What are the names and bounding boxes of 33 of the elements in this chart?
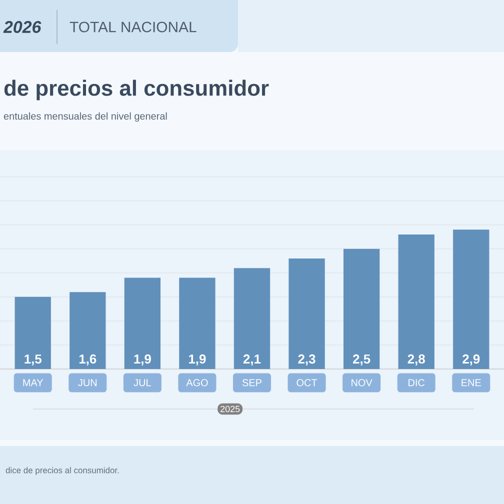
- x-tick-label: AGO: [186, 379, 208, 386]
- bar: [453, 230, 490, 370]
- bar: [343, 248, 380, 370]
- x-tick-label: ENE: [462, 379, 481, 386]
- text: dice de precios al consumidor.: [6, 467, 119, 475]
- data-label: 2,3: [298, 354, 316, 366]
- data-label: 2,9: [462, 354, 480, 366]
- data-label: 1,5: [24, 354, 42, 366]
- bar: [288, 258, 325, 370]
- text: 2025: [220, 406, 240, 412]
- x-tick-label: MAY: [23, 379, 44, 386]
- x-tick-label: SEP: [242, 379, 262, 386]
- data-label: 2,1: [243, 354, 261, 366]
- bar: [398, 234, 434, 370]
- bar: [14, 296, 51, 370]
- x-tick-label: OCT: [296, 379, 318, 386]
- data-label: 2,5: [353, 354, 370, 366]
- chart-title: de precios al consumidor: [4, 80, 269, 100]
- bar: [179, 278, 216, 370]
- data-label: 2,8: [408, 354, 425, 366]
- text: 2026: [3, 21, 42, 34]
- bar: [70, 292, 106, 370]
- chart-subtitle: entuales mensuales del nivel general: [4, 112, 167, 122]
- data-label: 1,9: [134, 354, 151, 366]
- data-label: 1,6: [79, 354, 96, 366]
- x-tick-label: JUN: [78, 379, 97, 386]
- data-label: 1,9: [189, 354, 206, 366]
- bar: [124, 278, 161, 370]
- text: TOTAL NACIONAL: [70, 22, 196, 32]
- bar: [234, 268, 270, 370]
- x-tick-label: NOV: [352, 379, 372, 386]
- x-tick-label: JUL: [134, 379, 151, 386]
- x-tick-label: DIC: [408, 379, 425, 386]
